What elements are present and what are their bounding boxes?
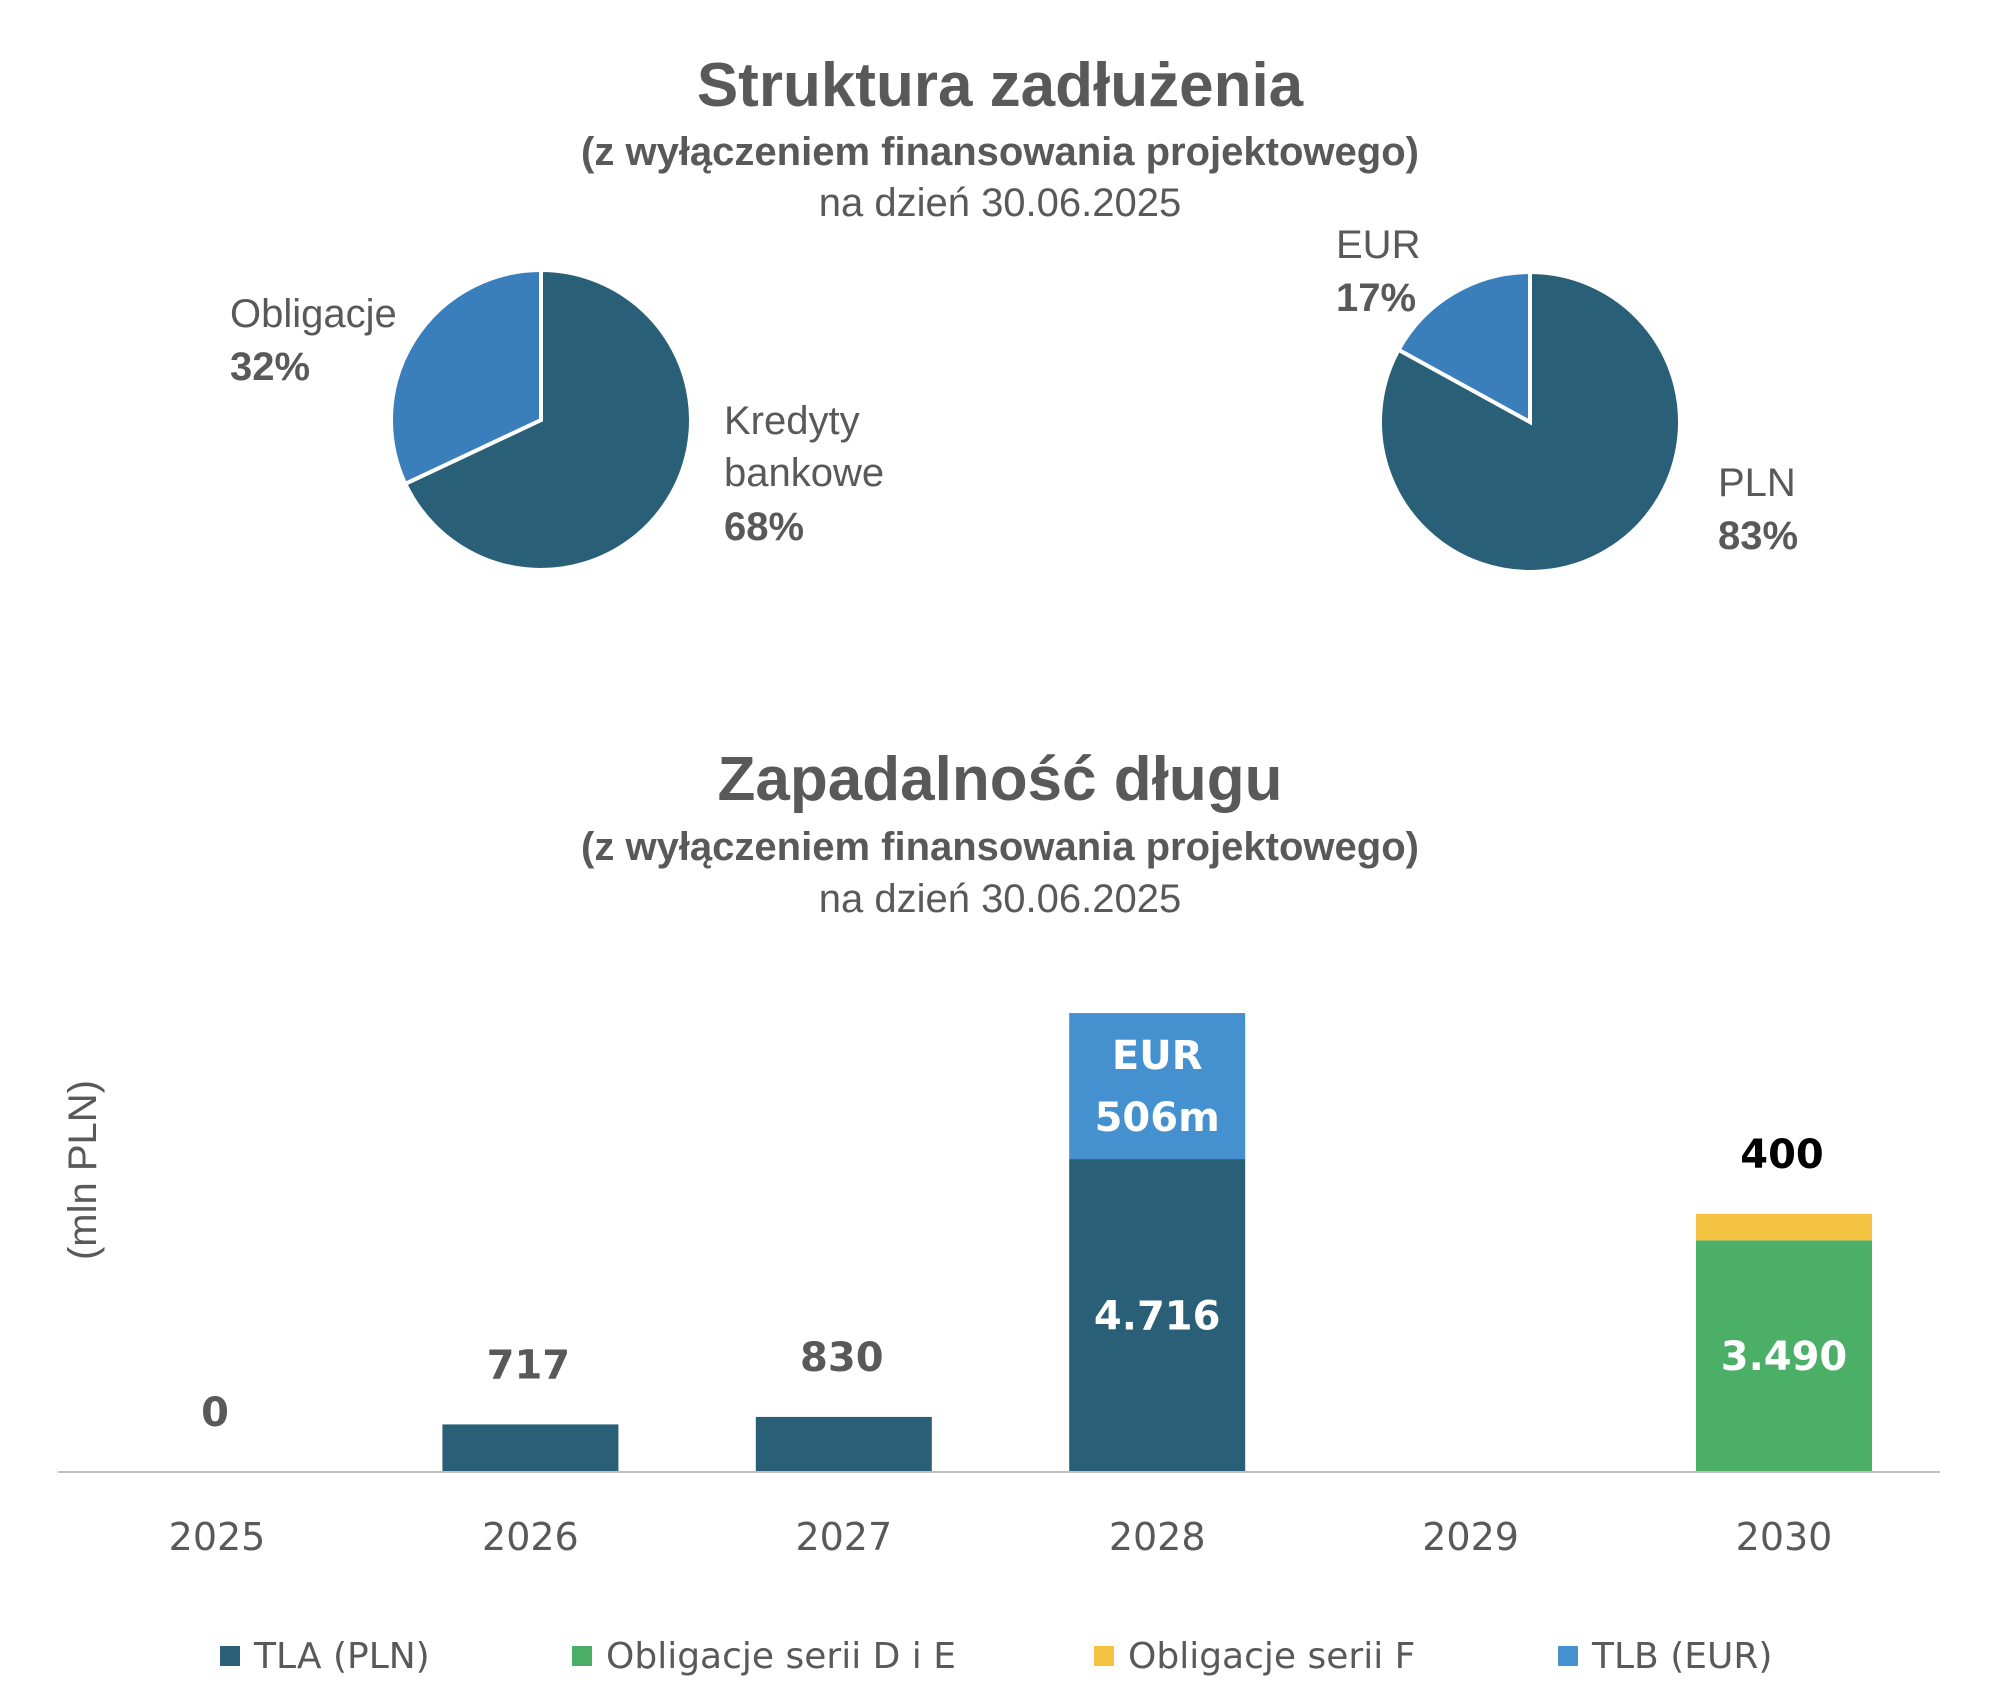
bar-total-label-2026: 717 — [487, 1342, 571, 1388]
pie-slice-eur — [1395, 269, 1532, 426]
structure-title: Struktura zadłużenia — [697, 51, 1304, 120]
slice-label-eur-name: EUR — [1336, 223, 1420, 267]
slice-label-kredyty-name-2: bankowe — [724, 451, 884, 495]
slice-label-obligacje-pct: 32% — [230, 345, 310, 389]
maturity-date: na dzień 30.06.2025 — [819, 877, 1182, 921]
bar-2027-tla-pln — [755, 1416, 932, 1472]
x-tick-2030: 2030 — [1736, 1515, 1833, 1559]
debt-type-pie — [389, 267, 693, 572]
x-tick-2026: 2026 — [482, 1515, 579, 1559]
x-tick-2027: 2027 — [795, 1515, 892, 1559]
legend-swatch-obligacje-serii-d-i-e — [572, 1646, 592, 1666]
x-tick-2025: 2025 — [169, 1515, 266, 1559]
legend-label-obligacje-serii-f: Obligacje serii F — [1128, 1636, 1415, 1677]
bar-labels: 0 717 830 4.716 EUR 506m 3.490 400 — [201, 1033, 1847, 1436]
bar-2030-obligacje-serii-d-i-e — [1696, 1240, 1872, 1472]
currency-pie — [1378, 269, 1682, 574]
y-axis-label: (mln PLN) — [61, 1080, 105, 1260]
bar-segment-label-2030-obligacje-serii-d-i-e: 3.490 — [1721, 1334, 1848, 1380]
pie-slice-kredyty-bankowe — [402, 267, 693, 572]
legend-label-tla-pln: TLA (PLN) — [253, 1636, 430, 1677]
x-tick-2028: 2028 — [1109, 1515, 1206, 1559]
bar-segment-label-2028-tlb-eur-0: EUR — [1112, 1033, 1203, 1079]
bar-2026-tla-pln — [442, 1424, 619, 1472]
legend-label-tlb-eur: TLB (EUR) — [1591, 1636, 1772, 1677]
structure-subtitle: (z wyłączeniem finansowania projektowego… — [581, 130, 1419, 174]
legend-swatch-obligacje-serii-f — [1094, 1646, 1114, 1666]
bar-total-label-2027: 830 — [800, 1335, 884, 1381]
slice-label-pln-pct: 83% — [1718, 514, 1798, 558]
slice-label-obligacje-name: Obligacje — [230, 292, 397, 336]
maturity-bars — [442, 1013, 1872, 1472]
legend-label-obligacje-serii-d-i-e: Obligacje serii D i E — [606, 1636, 956, 1677]
legend: TLA (PLN) Obligacje serii D i E Obligacje … — [220, 1636, 1772, 1677]
legend-swatch-tla-pln — [220, 1646, 240, 1666]
x-axis-ticks: 2025 2026 2027 2028 2029 2030 — [169, 1515, 1833, 1559]
slice-label-eur-pct: 17% — [1336, 276, 1416, 320]
bar-2028-tla-pln — [1069, 1159, 1246, 1472]
bar-total-label-2025: 0 — [201, 1390, 229, 1436]
bar-2030-obligacje-serii-f — [1696, 1213, 1872, 1241]
slice-label-kredyty-name-1: Kredyty — [724, 399, 860, 443]
slice-label-pln-name: PLN — [1718, 461, 1796, 505]
structure-date: na dzień 30.06.2025 — [819, 181, 1182, 225]
bar-segment-label-2028-tla-pln: 4.716 — [1094, 1294, 1221, 1340]
bar-2028-tlb-eur — [1069, 1013, 1246, 1160]
slice-label-kredyty-pct: 68% — [724, 505, 804, 549]
maturity-title: Zapadalność długu — [718, 745, 1283, 814]
legend-swatch-tlb-eur — [1558, 1646, 1578, 1666]
bar-segment-label-2028-tlb-eur-1: 506m — [1095, 1095, 1220, 1141]
maturity-subtitle: (z wyłączeniem finansowania projektowego… — [581, 825, 1419, 869]
x-tick-2029: 2029 — [1422, 1515, 1519, 1559]
bar-total-label-2030: 400 — [1740, 1132, 1824, 1178]
pie-slice-obligacje — [389, 267, 543, 487]
